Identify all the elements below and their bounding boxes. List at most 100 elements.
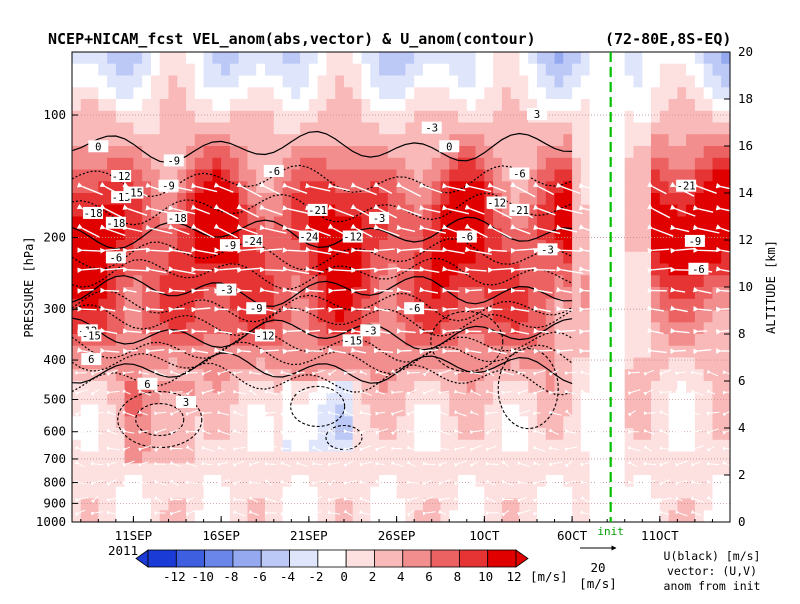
field-cell [660, 405, 669, 417]
field-cell [309, 170, 318, 182]
field-cell [441, 452, 450, 464]
field-cell [239, 111, 248, 123]
field-cell [248, 405, 257, 417]
contour-label-text: -6 [513, 169, 526, 181]
field-cell [695, 217, 704, 229]
field-cell [195, 475, 204, 487]
field-cell [230, 475, 239, 487]
wind-vector [105, 291, 119, 292]
field-cell [142, 252, 151, 264]
field-cell [616, 287, 625, 299]
field-cell [230, 76, 239, 88]
contour-label-text: -21 [510, 205, 529, 217]
field-cell [721, 52, 730, 64]
field-cell [598, 393, 607, 405]
field-cell [212, 369, 221, 381]
field-cell [309, 358, 318, 370]
field-cell [274, 346, 283, 358]
field-cell [537, 64, 546, 76]
field-cell [195, 393, 204, 405]
field-cell [309, 123, 318, 135]
field-cell [607, 87, 616, 99]
field-cell [660, 111, 669, 123]
field-cell [265, 64, 274, 76]
field-cell [98, 52, 107, 64]
field-cell [116, 311, 125, 323]
field-cell [546, 487, 555, 499]
field-cell [616, 334, 625, 346]
field-cell [449, 510, 458, 522]
field-cell [335, 475, 344, 487]
colorbar-label: 0 [340, 569, 348, 584]
field-cell [642, 217, 651, 229]
field-cell [397, 99, 406, 111]
field-cell [300, 111, 309, 123]
field-cell [186, 416, 195, 428]
field-cell [212, 123, 221, 135]
field-cell [546, 452, 555, 464]
field-cell [309, 499, 318, 511]
field-cell [309, 510, 318, 522]
field-cell [248, 111, 257, 123]
field-cell [256, 252, 265, 264]
field-cell [502, 440, 511, 452]
field-cell [116, 146, 125, 158]
field-cell [81, 64, 90, 76]
colorbar-label: 8 [454, 569, 462, 584]
field-cell [239, 123, 248, 135]
contour-label: -12 [343, 231, 363, 244]
field-cell [397, 170, 406, 182]
field-cell [642, 240, 651, 252]
field-cell [81, 475, 90, 487]
field-cell [318, 405, 327, 417]
field-cell [432, 487, 441, 499]
field-cell [704, 275, 713, 287]
field-cell [528, 87, 537, 99]
contour-label: -21 [308, 204, 328, 217]
wind-vector [490, 464, 499, 465]
field-cell [151, 52, 160, 64]
field-cell [467, 463, 476, 475]
field-cell [458, 99, 467, 111]
wind-vector [711, 464, 719, 465]
contour-label-text: -21 [677, 181, 696, 193]
field-cell [318, 240, 327, 252]
contour-label-text: 6 [88, 354, 94, 366]
field-cell [458, 87, 467, 99]
contour-label-text: -15 [82, 330, 101, 342]
field-cell [502, 369, 511, 381]
field-cell [546, 158, 555, 170]
field-cell [493, 158, 502, 170]
field-cell [686, 487, 695, 499]
field-cell [291, 181, 300, 193]
wind-vector [333, 290, 346, 291]
field-cell [458, 76, 467, 88]
field-cell [563, 369, 572, 381]
field-cell [221, 87, 230, 99]
field-cell [221, 123, 230, 135]
field-cell [598, 405, 607, 417]
field-cell [721, 416, 730, 428]
field-cell [686, 76, 695, 88]
field-cell [590, 428, 599, 440]
field-cell [625, 346, 634, 358]
field-cell [388, 405, 397, 417]
field-cell [300, 369, 309, 381]
field-cell [467, 146, 476, 158]
field-cell [283, 111, 292, 123]
field-cell [388, 87, 397, 99]
field-cell [300, 193, 309, 205]
field-cell [186, 76, 195, 88]
field-cell [441, 76, 450, 88]
field-cell [133, 99, 142, 111]
field-cell [721, 334, 730, 346]
field-cell [704, 346, 713, 358]
field-cell [186, 158, 195, 170]
field-cell [458, 146, 467, 158]
field-cell [493, 487, 502, 499]
field-cell [107, 416, 116, 428]
field-cell [353, 440, 362, 452]
field-cell [326, 158, 335, 170]
field-cell [265, 358, 274, 370]
field-cell [625, 170, 634, 182]
